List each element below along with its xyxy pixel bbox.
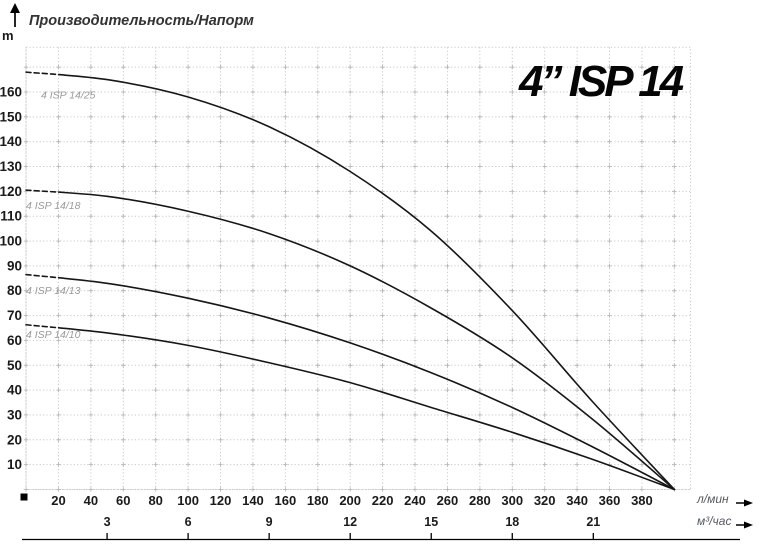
svg-text:15: 15 bbox=[424, 515, 438, 529]
svg-text:160: 160 bbox=[0, 85, 22, 100]
svg-text:12: 12 bbox=[343, 515, 357, 529]
svg-text:м³/час: м³/час bbox=[697, 514, 731, 528]
svg-text:260: 260 bbox=[437, 493, 459, 508]
svg-text:140: 140 bbox=[0, 134, 22, 149]
svg-text:21: 21 bbox=[586, 515, 600, 529]
svg-text:120: 120 bbox=[0, 184, 22, 199]
svg-text:120: 120 bbox=[210, 493, 232, 508]
svg-text:30: 30 bbox=[7, 407, 22, 422]
svg-text:10: 10 bbox=[7, 457, 22, 472]
svg-text:320: 320 bbox=[534, 493, 556, 508]
svg-text:300: 300 bbox=[501, 493, 523, 508]
svg-text:60: 60 bbox=[116, 493, 130, 508]
svg-text:110: 110 bbox=[0, 209, 22, 224]
svg-text:4” ISP 14: 4” ISP 14 bbox=[518, 57, 684, 106]
svg-text:4 ISP 14/18: 4 ISP 14/18 bbox=[26, 200, 81, 212]
svg-text:6: 6 bbox=[185, 515, 192, 529]
svg-text:л/мин: л/мин bbox=[696, 492, 729, 506]
svg-text:4 ISP 14/25: 4 ISP 14/25 bbox=[41, 89, 96, 101]
svg-text:130: 130 bbox=[0, 159, 22, 174]
svg-text:240: 240 bbox=[404, 493, 426, 508]
svg-text:40: 40 bbox=[84, 493, 98, 508]
svg-text:50: 50 bbox=[7, 358, 22, 373]
svg-text:340: 340 bbox=[566, 493, 588, 508]
svg-text:70: 70 bbox=[7, 308, 22, 323]
svg-text:150: 150 bbox=[0, 109, 22, 124]
svg-text:3: 3 bbox=[104, 515, 111, 529]
svg-text:4 ISP 14/10: 4 ISP 14/10 bbox=[26, 329, 81, 341]
svg-text:180: 180 bbox=[307, 493, 329, 508]
svg-text:100: 100 bbox=[177, 493, 199, 508]
svg-text:Производительность/Напорм: Производительность/Напорм bbox=[29, 13, 254, 29]
svg-text:160: 160 bbox=[275, 493, 297, 508]
svg-text:60: 60 bbox=[7, 333, 22, 348]
svg-text:220: 220 bbox=[372, 493, 394, 508]
svg-text:40: 40 bbox=[7, 383, 22, 398]
svg-text:100: 100 bbox=[0, 234, 22, 249]
svg-text:20: 20 bbox=[51, 493, 65, 508]
svg-text:380: 380 bbox=[631, 493, 653, 508]
svg-text:9: 9 bbox=[266, 515, 273, 529]
svg-text:140: 140 bbox=[242, 493, 264, 508]
svg-text:280: 280 bbox=[469, 493, 491, 508]
svg-text:20: 20 bbox=[7, 432, 22, 447]
svg-text:4 ISP 14/13: 4 ISP 14/13 bbox=[26, 285, 81, 297]
svg-text:200: 200 bbox=[339, 493, 361, 508]
svg-text:90: 90 bbox=[7, 258, 22, 273]
svg-text:18: 18 bbox=[505, 515, 519, 529]
svg-text:360: 360 bbox=[599, 493, 621, 508]
svg-text:80: 80 bbox=[148, 493, 162, 508]
svg-text:80: 80 bbox=[7, 283, 22, 298]
svg-text:m: m bbox=[2, 28, 14, 43]
